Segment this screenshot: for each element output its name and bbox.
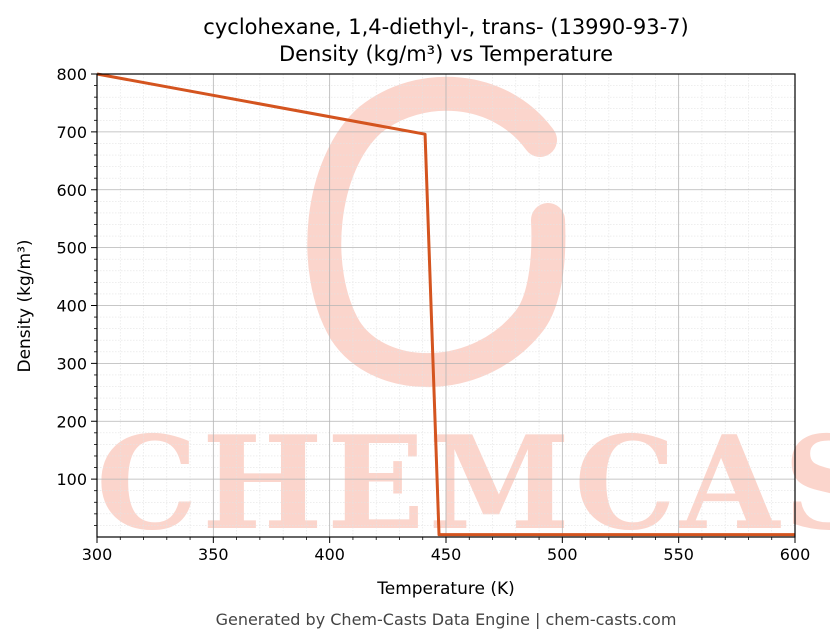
y-tick-label: 500 — [56, 239, 87, 258]
y-tick-label: 700 — [56, 123, 87, 142]
y-axis-label: Density (kg/m³) — [15, 239, 35, 372]
density-series-line — [96, 72, 795, 537]
y-tick-label: 800 — [56, 65, 87, 84]
y-tick-label: 200 — [56, 412, 87, 431]
x-tick-label: 400 — [314, 545, 345, 564]
y-tick-label: 300 — [56, 354, 87, 373]
series-layer — [96, 72, 795, 537]
y-tick-label: 600 — [56, 181, 87, 200]
chart-subtitle: Density (kg/m³) vs Temperature — [279, 42, 613, 66]
y-tick-label: 400 — [56, 297, 87, 316]
footer-credit: Generated by Chem-Casts Data Engine | ch… — [216, 610, 677, 629]
watermark-c-logo — [307, 76, 566, 387]
y-tick-label: 100 — [56, 470, 87, 489]
x-tick-label: 300 — [82, 545, 113, 564]
chart-title: cyclohexane, 1,4-diethyl-, trans- (13990… — [203, 15, 688, 39]
x-tick-label: 350 — [198, 545, 229, 564]
axis-ticks — [91, 73, 796, 543]
x-tick-label: 500 — [547, 545, 578, 564]
x-tick-labels: 300 350 400 450 500 550 600 — [82, 545, 811, 564]
y-tick-labels: 100 200 300 400 500 600 700 800 — [56, 65, 87, 489]
x-tick-label: 600 — [780, 545, 811, 564]
x-axis-label: Temperature (K) — [376, 579, 515, 599]
x-tick-label: 550 — [663, 545, 694, 564]
watermark: CHEMCASTS — [96, 76, 830, 559]
x-tick-label: 450 — [431, 545, 462, 564]
